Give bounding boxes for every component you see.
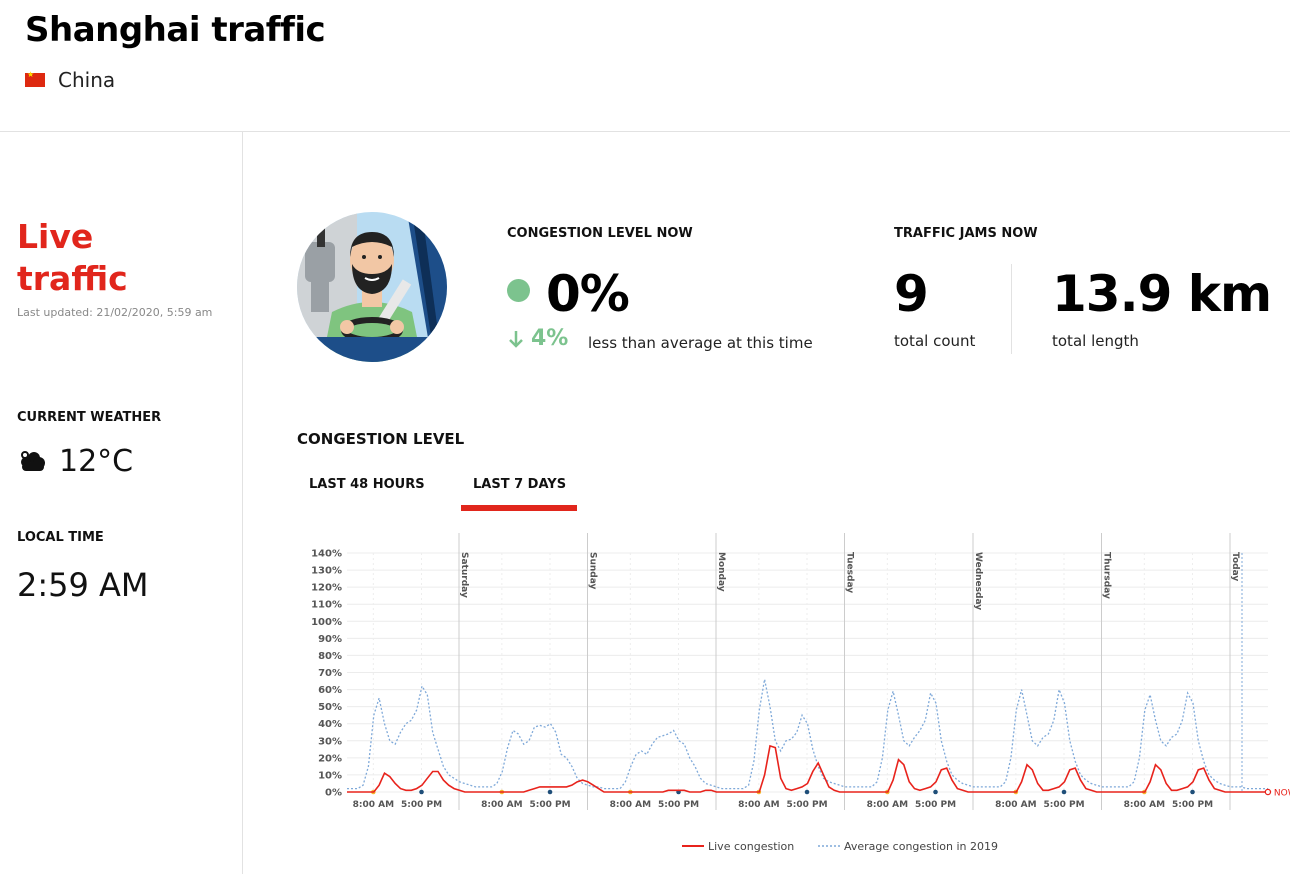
congestion-chart: 0% 10% 20% 30% 40% 50% 60% 70% 80% 90% 100% 110% 120… xyxy=(311,533,1290,853)
series-line-live xyxy=(347,744,1268,793)
arrow-down-icon xyxy=(509,330,523,348)
hour-tick-label: 8:00 AM xyxy=(867,800,908,810)
y-tick-label: 0% xyxy=(325,788,342,799)
now-marker xyxy=(1264,788,1272,796)
congestion-now-value: 0% xyxy=(546,265,630,323)
hour-tick-label: 5:00 PM xyxy=(1043,800,1084,810)
traffic-jams-label: TRAFFIC JAMS NOW xyxy=(894,226,1038,241)
y-tick-label: 100% xyxy=(311,617,342,628)
y-tick-label: 140% xyxy=(311,549,342,560)
congestion-diff: 4% xyxy=(509,326,568,351)
active-tab-indicator xyxy=(461,505,577,511)
country-row: China xyxy=(25,68,115,92)
live-traffic-title: Live traffic xyxy=(17,216,128,300)
evening-marker xyxy=(933,789,938,795)
hour-tick-label: 8:00 AM xyxy=(353,800,394,810)
live-title-line1: Live xyxy=(17,217,94,256)
country-name: China xyxy=(58,68,116,92)
last-updated: Last updated: 21/02/2020, 5:59 am xyxy=(17,306,213,319)
series-line-average xyxy=(347,679,1268,790)
y-tick-label: 80% xyxy=(318,651,342,662)
tab-last-7-days[interactable]: LAST 7 DAYS xyxy=(473,477,567,492)
now-label: NOW xyxy=(1274,789,1290,799)
day-label: Saturday xyxy=(459,552,469,598)
hour-tick-label: 5:00 PM xyxy=(1172,800,1213,810)
jam-count: 9 xyxy=(894,265,929,323)
y-tick-label: 110% xyxy=(311,600,342,611)
day-label: Thursday xyxy=(1102,552,1112,599)
evening-marker xyxy=(419,789,424,795)
weather-label: CURRENT WEATHER xyxy=(17,410,162,425)
jam-length-label: total length xyxy=(1052,332,1139,350)
tab-last-48-hours[interactable]: LAST 48 HOURS xyxy=(309,477,425,492)
cloud-icon xyxy=(21,450,45,471)
jam-divider xyxy=(1011,264,1012,354)
y-tick-label: 70% xyxy=(318,668,342,679)
evening-marker xyxy=(1061,789,1067,795)
jam-count-label: total count xyxy=(894,332,976,350)
y-tick-label: 20% xyxy=(318,753,342,764)
day-label: Today xyxy=(1230,552,1240,581)
hour-tick-label: 8:00 AM xyxy=(1124,800,1165,810)
y-tick-label: 40% xyxy=(318,719,342,730)
day-label: Wednesday xyxy=(973,552,983,610)
day-label: Tuesday xyxy=(845,552,855,593)
congestion-now-label: CONGESTION LEVEL NOW xyxy=(507,226,693,241)
y-tick-label: 10% xyxy=(318,770,342,781)
hour-tick-label: 8:00 AM xyxy=(995,800,1036,810)
evening-marker xyxy=(547,789,553,795)
page-title: Shanghai traffic xyxy=(25,10,326,50)
day-label: Sunday xyxy=(588,552,598,590)
weather-row: 12°C xyxy=(17,444,133,479)
hour-tick-label: 8:00 AM xyxy=(610,800,651,810)
congestion-diff-value: 4% xyxy=(531,326,569,351)
hour-tick-label: 8:00 AM xyxy=(481,800,522,810)
jam-length: 13.9 km xyxy=(1052,265,1272,323)
congestion-status-dot xyxy=(507,279,530,302)
y-tick-label: 120% xyxy=(311,583,342,594)
hour-tick-label: 5:00 PM xyxy=(915,800,956,810)
page-header: Shanghai traffic China xyxy=(0,0,1290,132)
live-title-line2: traffic xyxy=(17,259,128,298)
hour-tick-label: 5:00 PM xyxy=(786,800,827,810)
hour-tick-label: 8:00 AM xyxy=(738,800,779,810)
evening-marker xyxy=(804,789,810,795)
y-tick-label: 60% xyxy=(318,685,342,696)
legend-label-average: Average congestion in 2019 xyxy=(844,840,998,853)
congestion-note: less than average at this time xyxy=(588,334,813,352)
sidebar: Live traffic Last updated: 21/02/2020, 5… xyxy=(0,132,243,874)
local-time-label: LOCAL TIME xyxy=(17,530,104,545)
y-tick-label: 50% xyxy=(318,702,342,713)
evening-marker xyxy=(1190,789,1195,795)
hour-tick-label: 5:00 PM xyxy=(529,800,570,810)
y-tick-label: 130% xyxy=(311,566,342,577)
y-tick-label: 90% xyxy=(318,634,342,645)
weather-temp: 12°C xyxy=(59,444,134,479)
hour-tick-label: 5:00 PM xyxy=(658,800,699,810)
local-time: 2:59 AM xyxy=(17,566,149,604)
china-flag-icon xyxy=(25,70,45,87)
driver-illustration xyxy=(297,212,447,362)
legend-label-live: Live congestion xyxy=(708,840,794,853)
y-tick-label: 30% xyxy=(318,736,342,747)
congestion-level-title: CONGESTION LEVEL xyxy=(297,430,465,448)
day-label: Monday xyxy=(716,552,726,592)
hour-tick-label: 5:00 PM xyxy=(401,800,442,810)
